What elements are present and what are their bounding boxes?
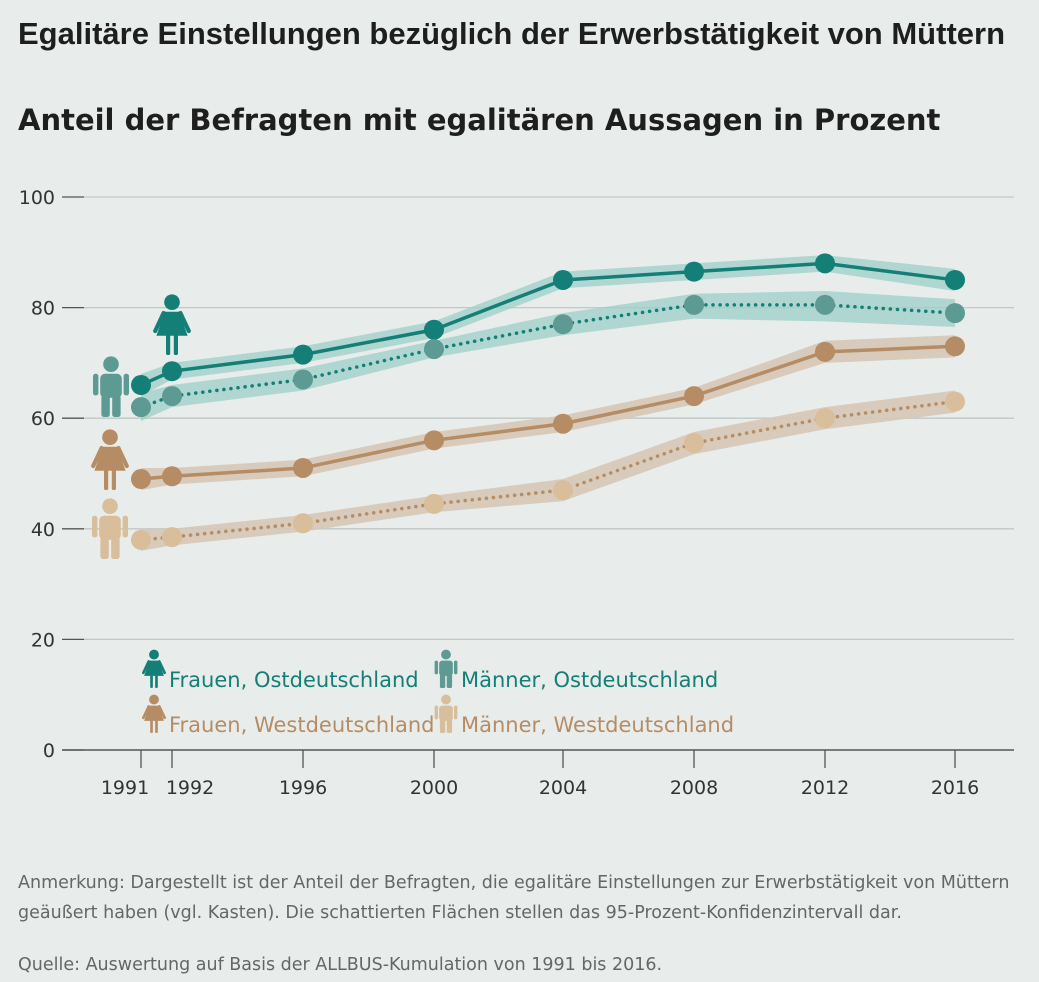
legend-label: Frauen, Ostdeutschland bbox=[169, 668, 419, 692]
woman-icon bbox=[142, 649, 166, 688]
x-tick-label: 2008 bbox=[670, 777, 718, 799]
line-chart: 0 20 40 60 80 100 1991 1992 1996 2000 2004 2008 2012… bbox=[19, 187, 1014, 799]
man-icon bbox=[92, 498, 128, 559]
data-point-maenner_west bbox=[424, 493, 444, 514]
data-point-maenner_ost bbox=[815, 294, 835, 315]
woman-icon bbox=[142, 694, 166, 733]
data-point-maenner_west bbox=[131, 529, 151, 550]
data-point-maenner_west bbox=[553, 480, 573, 501]
data-point-maenner_ost bbox=[162, 386, 182, 407]
series-line-frauen_west bbox=[139, 344, 957, 481]
y-tick-label: 100 bbox=[19, 187, 55, 209]
series-line-maenner_west bbox=[139, 399, 957, 542]
chart-title: Egalitäre Einstellungen bezüglich der Er… bbox=[18, 16, 1006, 51]
data-point-frauen_ost bbox=[162, 361, 182, 382]
legend: Frauen, Ostdeutschland Männer, Ostdeutsch… bbox=[142, 649, 734, 737]
axes: 0 20 40 60 80 100 1991 1992 1996 2000 2004 2008 2012… bbox=[19, 187, 1014, 799]
y-tick-label: 40 bbox=[31, 519, 55, 541]
legend-label: Männer, Westdeutschland bbox=[461, 713, 734, 737]
data-point-maenner_west bbox=[815, 408, 835, 429]
x-tick-label: 2004 bbox=[539, 777, 587, 799]
data-point-frauen_west bbox=[684, 386, 704, 407]
confidence-band-maenner_ost bbox=[141, 291, 955, 421]
legend-item: Frauen, Ostdeutschland bbox=[142, 649, 419, 692]
confidence-band-frauen_west bbox=[141, 335, 955, 491]
chart-source: Quelle: Auswertung auf Basis der ALLBUS-… bbox=[18, 955, 663, 975]
data-point-frauen_west bbox=[131, 469, 151, 490]
data-point-frauen_ost bbox=[815, 253, 835, 274]
legend-label: Frauen, Westdeutschland bbox=[169, 713, 435, 737]
x-tick-label: 1992 bbox=[166, 777, 214, 799]
data-points bbox=[131, 253, 965, 550]
data-point-frauen_ost bbox=[424, 319, 444, 340]
y-tick-label: 60 bbox=[31, 408, 55, 430]
data-point-maenner_west bbox=[293, 513, 313, 534]
data-point-maenner_ost bbox=[293, 369, 313, 390]
data-point-frauen_ost bbox=[553, 269, 573, 290]
data-point-frauen_ost bbox=[684, 261, 704, 282]
x-tick-label: 2016 bbox=[931, 777, 979, 799]
data-point-frauen_ost bbox=[945, 269, 965, 290]
man-icon bbox=[434, 694, 458, 733]
man-icon bbox=[93, 356, 129, 417]
man-icon bbox=[434, 649, 458, 688]
series-line-frauen_ost bbox=[139, 261, 957, 387]
data-point-maenner_ost bbox=[131, 397, 151, 418]
y-tick-label: 20 bbox=[31, 629, 55, 651]
legend-item: Männer, Ostdeutschland bbox=[434, 649, 718, 692]
woman-icon bbox=[153, 294, 191, 355]
data-point-maenner_west bbox=[162, 527, 182, 548]
data-point-frauen_west bbox=[424, 430, 444, 451]
legend-item: Männer, Westdeutschland bbox=[434, 694, 734, 737]
data-point-frauen_west bbox=[815, 341, 835, 362]
legend-item: Frauen, Westdeutschland bbox=[142, 694, 435, 737]
data-point-maenner_ost bbox=[424, 339, 444, 360]
data-point-frauen_west bbox=[945, 336, 965, 357]
data-point-frauen_ost bbox=[293, 344, 313, 365]
woman-icon bbox=[91, 429, 129, 490]
data-point-frauen_west bbox=[162, 466, 182, 487]
x-tick-label: 2000 bbox=[410, 777, 458, 799]
series-lines bbox=[139, 261, 957, 542]
data-point-frauen_ost bbox=[131, 375, 151, 396]
confidence-band-maenner_west bbox=[141, 390, 955, 551]
x-tick-label: 1996 bbox=[279, 777, 327, 799]
x-tick-label: 2012 bbox=[801, 777, 849, 799]
data-point-frauen_west bbox=[553, 413, 573, 434]
data-point-maenner_ost bbox=[553, 314, 573, 335]
y-tick-label: 0 bbox=[43, 740, 55, 762]
data-point-maenner_ost bbox=[684, 294, 704, 315]
series-icons bbox=[91, 294, 191, 559]
data-point-maenner_west bbox=[945, 391, 965, 412]
data-point-maenner_west bbox=[684, 433, 704, 454]
data-point-frauen_west bbox=[293, 457, 313, 478]
x-tick-label: 1991 bbox=[101, 777, 149, 799]
legend-label: Männer, Ostdeutschland bbox=[461, 668, 718, 692]
y-tick-label: 80 bbox=[31, 298, 55, 320]
chart-subtitle: Anteil der Befragten mit egalitären Auss… bbox=[18, 103, 941, 137]
chart-note: Anmerkung: Dargestellt ist der Anteil de… bbox=[18, 873, 1010, 923]
data-point-maenner_ost bbox=[945, 303, 965, 324]
